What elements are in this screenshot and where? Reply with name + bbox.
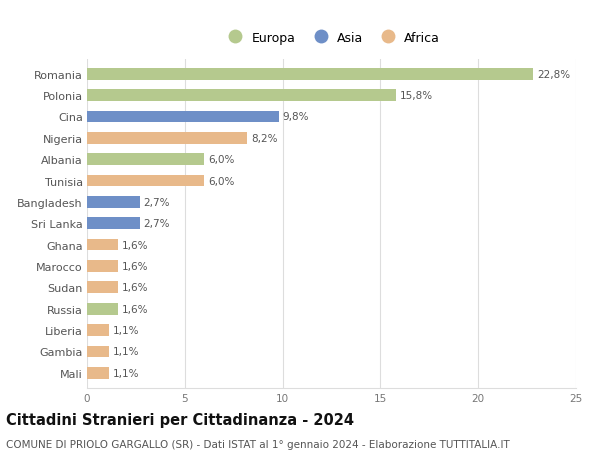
Text: 2,7%: 2,7% <box>144 197 170 207</box>
Text: 2,7%: 2,7% <box>144 219 170 229</box>
Bar <box>87 154 205 166</box>
Bar <box>87 346 109 358</box>
Bar <box>87 112 278 123</box>
Text: 9,8%: 9,8% <box>283 112 309 122</box>
Bar <box>87 261 118 272</box>
Text: 1,6%: 1,6% <box>122 240 149 250</box>
Bar <box>87 218 140 230</box>
Bar <box>87 367 109 379</box>
Text: 1,6%: 1,6% <box>122 304 149 314</box>
Bar <box>87 175 205 187</box>
Text: 22,8%: 22,8% <box>537 70 570 79</box>
Text: 1,6%: 1,6% <box>122 261 149 271</box>
Text: 1,1%: 1,1% <box>112 368 139 378</box>
Text: COMUNE DI PRIOLO GARGALLO (SR) - Dati ISTAT al 1° gennaio 2024 - Elaborazione TU: COMUNE DI PRIOLO GARGALLO (SR) - Dati IS… <box>6 440 510 449</box>
Bar <box>87 133 247 145</box>
Bar <box>87 282 118 294</box>
Text: 6,0%: 6,0% <box>208 176 235 186</box>
Bar <box>87 196 140 208</box>
Text: 6,0%: 6,0% <box>208 155 235 165</box>
Bar <box>87 69 533 80</box>
Bar <box>87 325 109 336</box>
Bar <box>87 90 396 102</box>
Text: 1,1%: 1,1% <box>112 347 139 357</box>
Text: 1,6%: 1,6% <box>122 283 149 293</box>
Text: 8,2%: 8,2% <box>251 134 278 144</box>
Bar <box>87 303 118 315</box>
Legend: Europa, Asia, Africa: Europa, Asia, Africa <box>218 27 445 50</box>
Text: Cittadini Stranieri per Cittadinanza - 2024: Cittadini Stranieri per Cittadinanza - 2… <box>6 413 354 428</box>
Text: 15,8%: 15,8% <box>400 91 433 101</box>
Bar <box>87 239 118 251</box>
Text: 1,1%: 1,1% <box>112 325 139 336</box>
